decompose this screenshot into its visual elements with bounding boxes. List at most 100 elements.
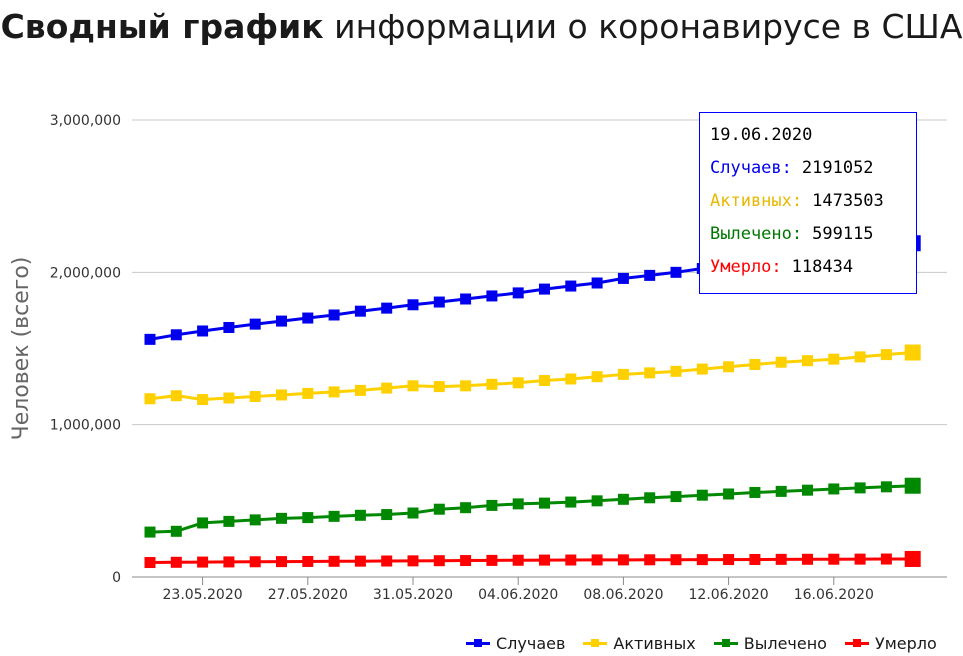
- series-line: [149, 557, 913, 564]
- data-point: [407, 555, 419, 567]
- legend-swatch-icon: [466, 638, 490, 648]
- data-point: [249, 514, 261, 526]
- data-point: [644, 367, 656, 379]
- data-point: [591, 554, 603, 566]
- data-point: [381, 382, 393, 394]
- x-tick-label: 08.06.2020: [583, 587, 663, 603]
- data-point: [381, 555, 393, 567]
- data-point: [276, 315, 287, 327]
- data-point: [486, 499, 498, 511]
- data-point: [407, 299, 419, 311]
- series-line: [149, 484, 913, 534]
- data-point: [565, 373, 577, 385]
- data-point: [591, 371, 603, 383]
- data-point: [170, 390, 182, 402]
- chart-legend: Случаев Активных Вылечено Умерло: [466, 631, 955, 655]
- data-point: [749, 486, 761, 498]
- data-point: [407, 507, 419, 519]
- data-point: [749, 358, 761, 370]
- legend-swatch-icon: [844, 638, 869, 648]
- data-point: [565, 554, 577, 566]
- y-tick-label: 2,000,000: [50, 265, 121, 281]
- legend-item[interactable]: Активных: [583, 633, 696, 653]
- data-point: [197, 517, 209, 529]
- data-point: [276, 512, 287, 524]
- legend-label: Активных: [613, 633, 696, 653]
- data-point: [460, 555, 472, 567]
- data-point: [854, 553, 866, 565]
- tooltip-value: 599115: [812, 224, 874, 244]
- tooltip-label: Случаев:: [710, 158, 792, 178]
- data-point: [170, 556, 182, 568]
- tooltip-row: Случаев: 2191052: [710, 156, 916, 189]
- data-point: [539, 497, 550, 509]
- data-point: [670, 554, 682, 566]
- data-point: [539, 283, 550, 295]
- data-point: [433, 381, 445, 393]
- data-point: [170, 329, 182, 341]
- data-point: [775, 553, 787, 565]
- x-tick-label: 16.06.2020: [794, 587, 874, 603]
- data-point: [539, 554, 550, 566]
- data-point: [460, 502, 472, 514]
- data-point: [302, 387, 314, 399]
- data-point: [828, 553, 840, 565]
- data-point: [880, 349, 892, 361]
- data-point: [276, 556, 287, 568]
- data-point: [723, 554, 735, 566]
- data-point: [197, 325, 209, 337]
- data-point: [249, 556, 261, 568]
- tooltip-row: Активных: 1473503: [710, 189, 916, 222]
- data-point: [539, 374, 550, 386]
- tooltip-label: Умерло:: [710, 257, 782, 277]
- y-axis-title: Человек (всего): [9, 257, 34, 441]
- data-point: [617, 493, 629, 505]
- data-point: [144, 333, 156, 345]
- data-point: [486, 554, 498, 566]
- data-point: [354, 384, 366, 396]
- data-point: [512, 498, 524, 510]
- legend-item[interactable]: Вылечено: [713, 634, 827, 653]
- data-point: [644, 554, 656, 566]
- tooltip-value: 2191052: [801, 158, 874, 178]
- legend-swatch-icon: [583, 638, 608, 648]
- chart-title-rest: информации о коронавирусе в США: [334, 7, 963, 46]
- data-point: [486, 378, 498, 390]
- data-point: [460, 380, 472, 392]
- data-point: [617, 272, 629, 284]
- data-point: [197, 556, 209, 568]
- legend-item[interactable]: Умерло: [844, 633, 937, 653]
- tooltip-row: Вылечено: 599115: [710, 222, 916, 255]
- data-point: [223, 392, 235, 404]
- data-point: [328, 555, 340, 567]
- tooltip-value: 1473503: [812, 191, 884, 211]
- data-point: [144, 557, 156, 569]
- x-tick-label: 23.05.2020: [163, 587, 243, 603]
- legend-label: Умерло: [874, 633, 937, 653]
- legend-item[interactable]: Случаев: [466, 634, 565, 653]
- data-point: [354, 305, 366, 317]
- data-point: [696, 554, 708, 566]
- data-point: [302, 312, 314, 324]
- data-point: [381, 509, 393, 521]
- data-point: [512, 287, 524, 299]
- data-point: [802, 553, 813, 565]
- tooltip-row: Умерло: 118434: [710, 255, 916, 288]
- data-point: [170, 525, 182, 537]
- x-tick-label: 31.05.2020: [373, 587, 453, 603]
- legend-label: Случаев: [496, 633, 566, 653]
- tooltip-label: Активных:: [710, 191, 803, 211]
- data-point: [802, 355, 813, 367]
- data-point: [617, 368, 629, 380]
- data-point: [433, 296, 445, 308]
- data-point: [486, 290, 498, 302]
- chart-title-bold: Сводный график: [0, 7, 324, 46]
- data-point: [670, 491, 682, 503]
- data-point: [512, 377, 524, 389]
- data-point: [512, 554, 524, 566]
- y-tick-label: 0: [112, 570, 121, 586]
- data-point: [354, 509, 366, 521]
- data-point: [670, 365, 682, 377]
- data-point: [670, 266, 682, 278]
